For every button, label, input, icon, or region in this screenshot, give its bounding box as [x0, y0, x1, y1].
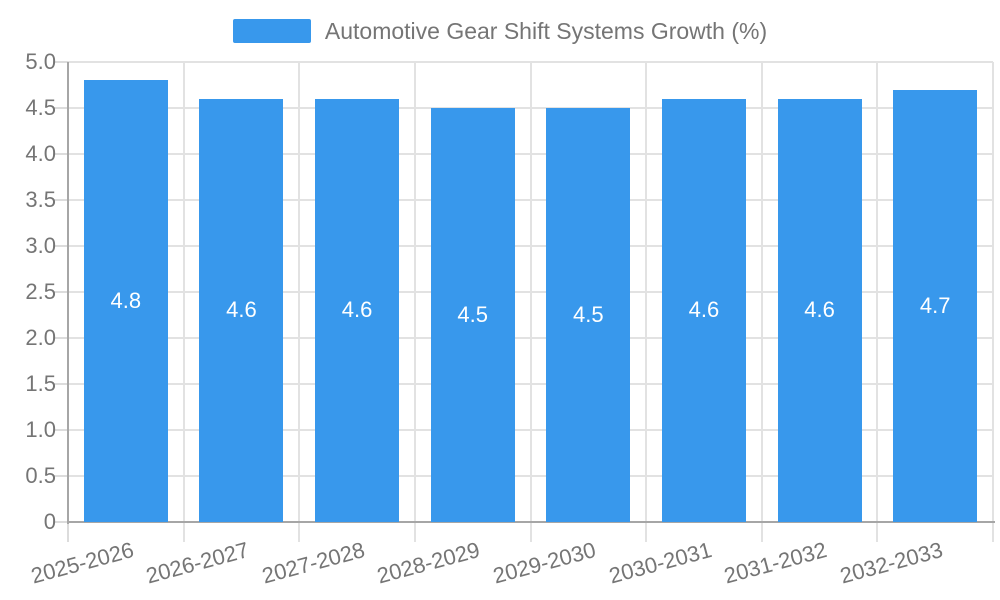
y-axis-tick: [53, 383, 68, 385]
y-tick-label: 3.5: [25, 187, 56, 212]
y-axis-tick: [53, 107, 68, 109]
legend-swatch: [232, 19, 311, 43]
bar-value-label: 4.6: [688, 297, 720, 323]
plot-area: 4.8 4.6 4.6 4.5 4.5 4.6 4.6 4.7 2025-2026 2026-20…: [28, 61, 995, 588]
gridline-vertical: [413, 62, 416, 542]
y-tick-label: 4.5: [25, 95, 56, 120]
x-tick-label: 2028-2029: [374, 537, 483, 589]
y-axis-tick: [53, 521, 68, 523]
legend-label: Automotive Gear Shift Systems Growth (%): [324, 18, 768, 44]
bar-value-label: 4.6: [341, 297, 373, 323]
gridline-vertical: [760, 62, 763, 542]
bar-value-label: 4.7: [919, 292, 951, 318]
y-tick-label: 3.0: [25, 233, 56, 258]
y-axis-tick: [53, 475, 68, 477]
chart-legend[interactable]: Automotive Gear Shift Systems Growth (%): [0, 18, 1000, 44]
y-axis-tick: [53, 245, 68, 247]
y-axis-tick: [53, 291, 68, 293]
y-axis-line: [67, 62, 69, 524]
x-axis-tick: [67, 522, 69, 542]
bar: [893, 89, 978, 522]
bar: [83, 80, 168, 522]
x-tick-label: 2025-2026: [27, 537, 137, 589]
y-tick-label: 1.5: [25, 371, 56, 396]
y-tick-label: 1.0: [25, 417, 56, 442]
y-axis-tick: [53, 429, 68, 431]
x-tick-label: 2031-2032: [721, 537, 830, 589]
y-tick-label: 5.0: [25, 49, 56, 74]
x-tick-label: 2027-2028: [259, 537, 368, 589]
y-axis-tick: [53, 61, 68, 63]
bar: [199, 98, 284, 522]
gridline-vertical: [645, 62, 648, 542]
gridline-vertical: [876, 62, 879, 542]
gridline-vertical: [182, 62, 185, 542]
bar-value-label: 4.6: [226, 297, 257, 323]
bar: [777, 98, 862, 522]
x-axis-line: [67, 521, 995, 523]
y-axis-tick: [53, 337, 68, 339]
bar-value-label: 4.6: [804, 297, 835, 323]
x-tick-label: 2029-2030: [490, 537, 599, 589]
bar: [315, 98, 400, 522]
x-tick-label: 2030-2031: [606, 537, 715, 589]
y-tick-label: 2.0: [25, 325, 56, 350]
bar: [430, 108, 515, 522]
bar: [661, 98, 746, 522]
y-tick-label: 0: [43, 509, 56, 534]
y-axis-tick: [53, 199, 68, 201]
y-tick-label: 4.0: [25, 141, 56, 166]
gridline-vertical: [529, 62, 532, 542]
x-tick-label: 2026-2027: [143, 537, 252, 589]
x-tick-label: 2032-2033: [837, 537, 946, 589]
bar: [546, 108, 631, 522]
y-axis-tick: [53, 153, 68, 155]
gridline-vertical: [992, 62, 994, 542]
bar-value-label: 4.8: [110, 288, 142, 314]
y-tick-label: 0.5: [25, 463, 56, 488]
gridline-vertical: [298, 62, 301, 542]
bar-value-label: 4.5: [457, 302, 488, 327]
bar-value-label: 4.5: [573, 302, 604, 327]
y-tick-label: 2.5: [25, 279, 56, 304]
